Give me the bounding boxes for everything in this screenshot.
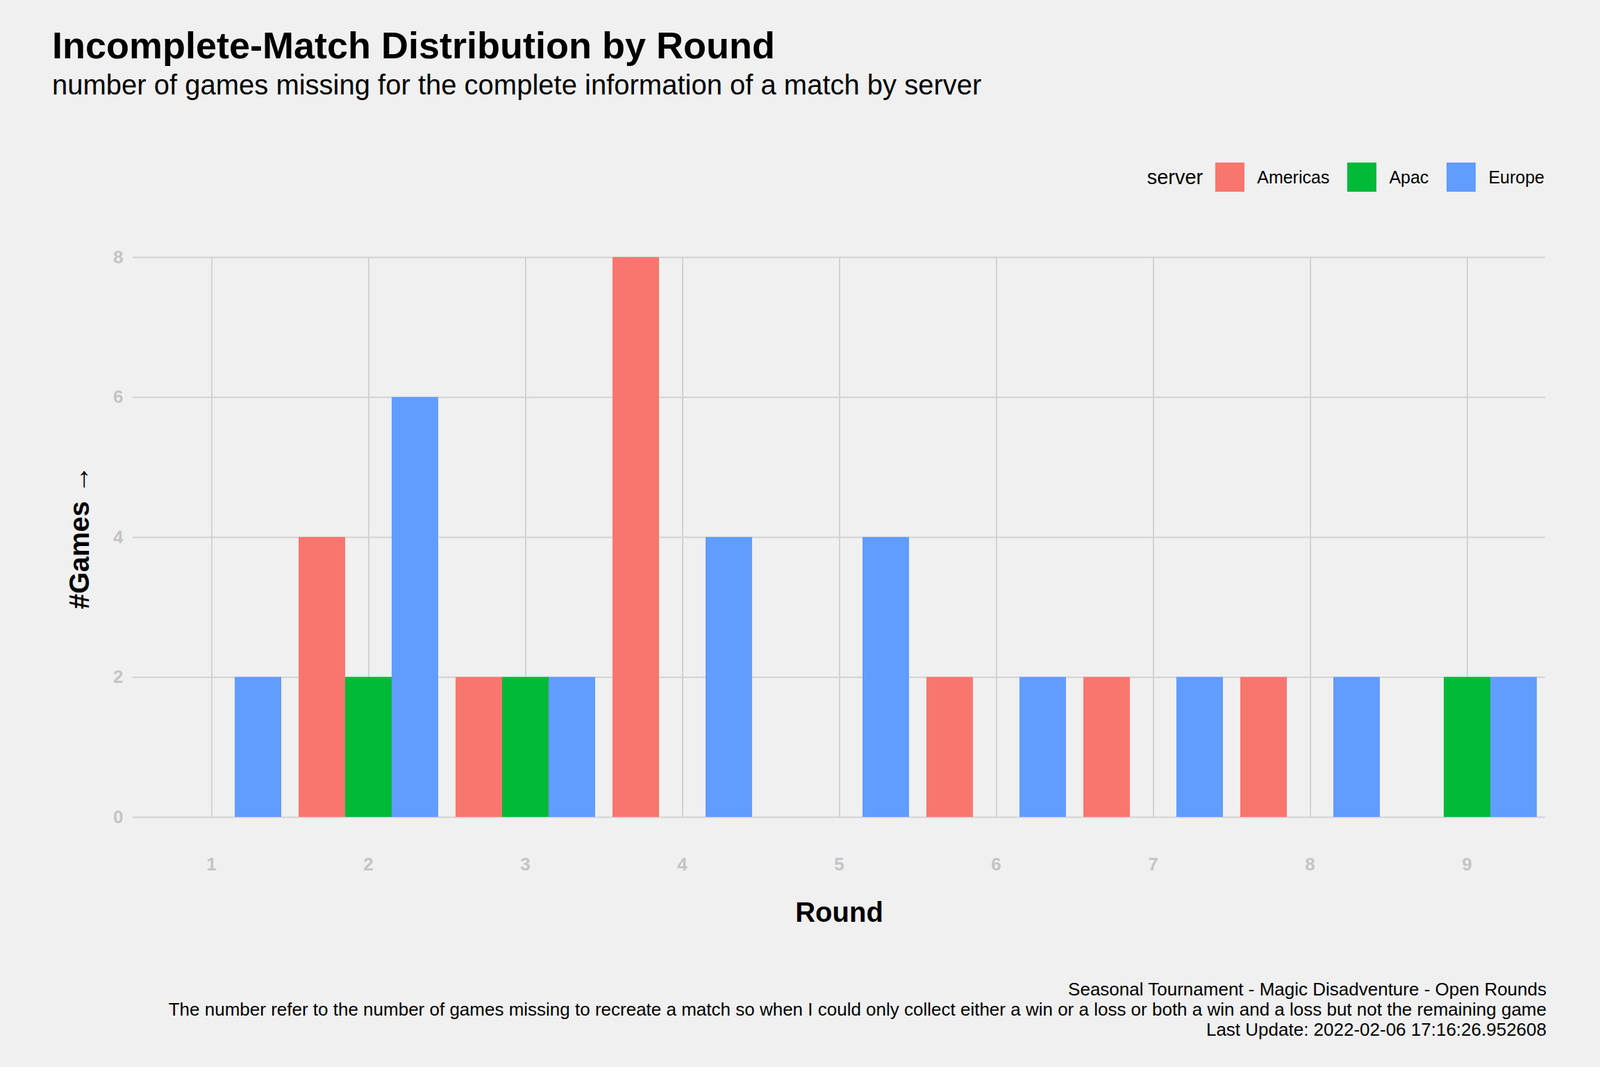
svg-text:3: 3 (520, 853, 530, 875)
svg-text:6: 6 (990, 853, 1001, 875)
svg-text:2: 2 (363, 853, 373, 875)
svg-text:8: 8 (113, 246, 123, 268)
html-text:Incomplete-Match Distribution: Incomplete-Match Distribution by Round (52, 24, 775, 66)
svg-text:#Games →: #Games → (63, 465, 95, 610)
svg-text:Round: Round (795, 896, 884, 928)
svg-text:4: 4 (677, 853, 688, 875)
html-text:Americas: Americas (1257, 167, 1330, 187)
html-text:Europe: Europe (1488, 167, 1545, 187)
svg-text:8: 8 (1304, 853, 1315, 875)
html-text:Last Update: 2022-02-06 17:16:: Last Update: 2022-02-06 17:16:26.952608 (1206, 1018, 1547, 1040)
html-text:Seasonal Tournament - Magic Di: Seasonal Tournament - Magic Disadventure… (1068, 978, 1547, 1000)
svg-text:4: 4 (113, 526, 124, 548)
html-text:number of games missing for th: number of games missing for the complete… (52, 69, 982, 100)
svg-text:2: 2 (113, 665, 123, 687)
html-text:server: server (1146, 165, 1203, 188)
svg-text:0: 0 (113, 806, 123, 828)
svg-text:7: 7 (1147, 853, 1158, 875)
svg-text:1: 1 (206, 853, 216, 875)
svg-text:9: 9 (1461, 853, 1472, 875)
svg-text:5: 5 (834, 853, 844, 875)
svg-text:6: 6 (113, 386, 123, 407)
html-text:The number refer to the number: The number refer to the number of games … (168, 998, 1547, 1020)
html-text:Apac: Apac (1389, 167, 1429, 187)
